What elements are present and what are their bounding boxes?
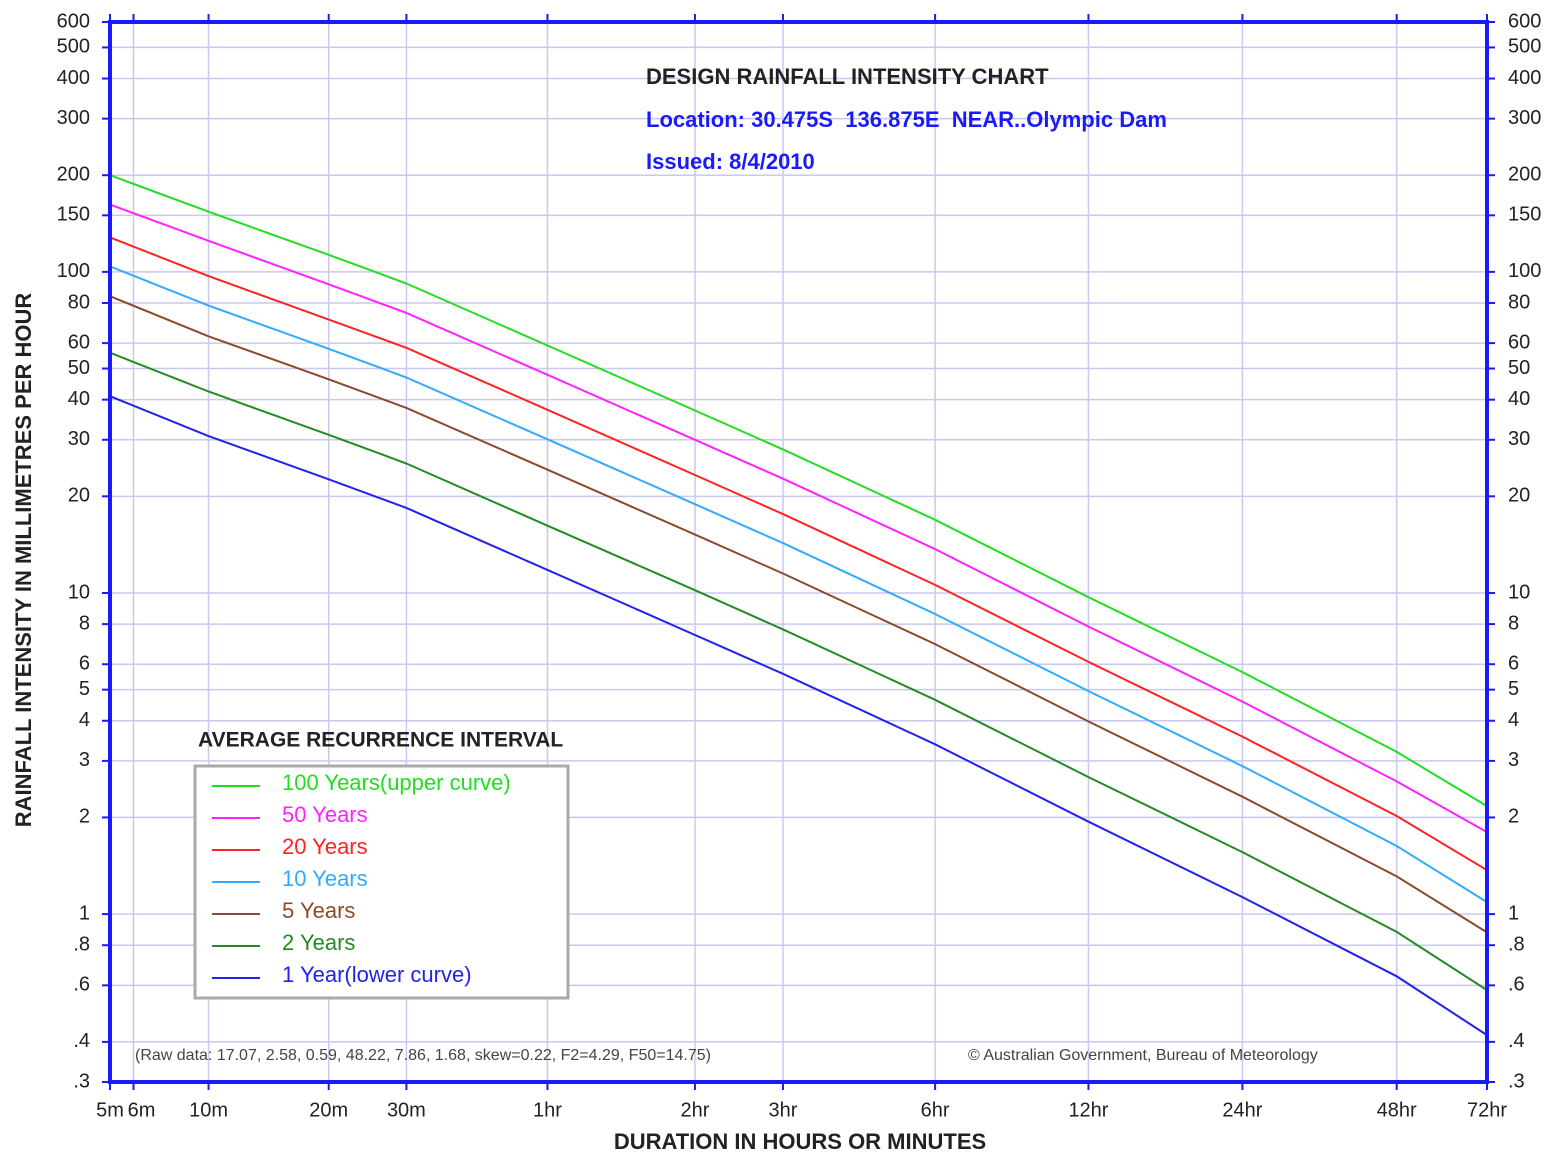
y-tick-label: .4 [73, 1030, 90, 1052]
y-tick-label: 600 [57, 10, 90, 32]
lines [109, 174, 1488, 1036]
y2-tick-label: 50 [1508, 357, 1530, 379]
y-tick-label: 20 [68, 485, 90, 507]
y2-tick-label: 40 [1508, 388, 1530, 410]
y2-tick-label: 150 [1508, 204, 1541, 226]
y-tick-label: 8 [79, 612, 90, 634]
legend-label: 20 Years [282, 834, 368, 859]
y-tick-label: .6 [73, 974, 90, 996]
x-tick-label: 6hr [921, 1099, 950, 1121]
y2-tick-label: .3 [1508, 1070, 1525, 1092]
y-tick-label: 2 [79, 806, 90, 828]
x-tick-label: 10m [189, 1099, 228, 1121]
legend-label: 1 Year(lower curve) [282, 962, 472, 987]
y2-tick-label: 80 [1508, 291, 1530, 313]
y2-tick-label: 10 [1508, 581, 1530, 603]
issued: Issued: 8/4/2010 [646, 149, 815, 174]
y2-tick-label: 500 [1508, 36, 1541, 58]
legend-label: 5 Years [282, 898, 355, 923]
y-tick-label: 6 [79, 653, 90, 675]
y2-tick-label: 3 [1508, 749, 1519, 771]
y2-tick-label: 5 [1508, 678, 1519, 700]
y2-tick-label: 2 [1508, 806, 1519, 828]
y-tick-label: 100 [57, 260, 90, 282]
x-axis-label: DURATION IN HOURS OR MINUTES [614, 1129, 986, 1154]
raw-data-note: (Raw data: 17.07, 2.58, 0.59, 48.22, 7.8… [135, 1047, 711, 1064]
y-tick-label: 5 [79, 678, 90, 700]
y-tick-label: 60 [68, 331, 90, 353]
x-tick-label: 12hr [1068, 1099, 1108, 1121]
y2-tick-label: .8 [1508, 933, 1525, 955]
y-tick-label: 1 [79, 902, 90, 924]
y-tick-label: 3 [79, 749, 90, 771]
copyright: © Australian Government, Bureau of Meteo… [968, 1047, 1318, 1064]
y2-tick-label: .4 [1508, 1030, 1525, 1052]
y2-tick-label: 6 [1508, 653, 1519, 675]
y-tick-label: 150 [57, 204, 90, 226]
y2-tick-label: 1 [1508, 902, 1519, 924]
y2-tick-label: 60 [1508, 331, 1530, 353]
y2-tick-label: 4 [1508, 709, 1519, 731]
x-tick-label: 20m [309, 1099, 348, 1121]
y-tick-label: 400 [57, 67, 90, 89]
y-tick-label: .3 [73, 1070, 90, 1092]
x-tick-label: 2hr [681, 1099, 710, 1121]
y2-tick-label: 20 [1508, 485, 1530, 507]
series-line [109, 395, 1488, 1036]
chart-subtitle: Location: 30.475S 136.875E NEAR..Olympic… [646, 107, 1167, 132]
y-tick-label: 4 [79, 709, 90, 731]
y2-tick-label: .6 [1508, 974, 1525, 996]
y-tick-label: .8 [73, 933, 90, 955]
series-line [109, 236, 1488, 872]
y-tick-label: 10 [68, 581, 90, 603]
x-tick-label: 1hr [533, 1099, 562, 1121]
x-tick-label: 3hr [769, 1099, 798, 1121]
y-tick-label: 200 [57, 163, 90, 185]
legend-title: AVERAGE RECURRENCE INTERVAL [198, 729, 563, 752]
y2-tick-label: 600 [1508, 10, 1541, 32]
y-tick-label: 500 [57, 36, 90, 58]
y2-tick-label: 8 [1508, 612, 1519, 634]
plot-border [108, 20, 1489, 1084]
y2-tick-label: 100 [1508, 260, 1541, 282]
y-tick-label: 40 [68, 388, 90, 410]
x-tick-label: 30m [387, 1099, 426, 1121]
legend-label: 2 Years [282, 930, 355, 955]
y-axis-label: RAINFALL INTENSITY IN MILLIMETRES PER HO… [11, 293, 36, 828]
series-line [109, 265, 1488, 903]
x-tick-label: 24hr [1222, 1099, 1262, 1121]
y2-tick-label: 30 [1508, 428, 1530, 450]
x-tick-label: 72hr [1467, 1099, 1507, 1121]
y-tick-label: 30 [68, 428, 90, 450]
legend-label: 50 Years [282, 802, 368, 827]
y-tick-label: 80 [68, 291, 90, 313]
series-line [109, 203, 1488, 833]
y2-tick-label: 200 [1508, 163, 1541, 185]
y2-tick-label: 400 [1508, 67, 1541, 89]
legend-label: 100 Years(upper curve) [282, 770, 511, 795]
x-tick-label: 5m [96, 1099, 124, 1121]
legend-label: 10 Years [282, 866, 368, 891]
y-tick-label: 300 [57, 107, 90, 129]
x-tick-label: 6m [128, 1099, 156, 1121]
x-tick-label: 48hr [1377, 1099, 1417, 1121]
y2-tick-label: 300 [1508, 107, 1541, 129]
series-line [109, 295, 1488, 934]
series-line [109, 174, 1488, 807]
series-line [109, 351, 1488, 991]
chart-title: DESIGN RAINFALL INTENSITY CHART [646, 64, 1049, 89]
y-tick-label: 50 [68, 357, 90, 379]
